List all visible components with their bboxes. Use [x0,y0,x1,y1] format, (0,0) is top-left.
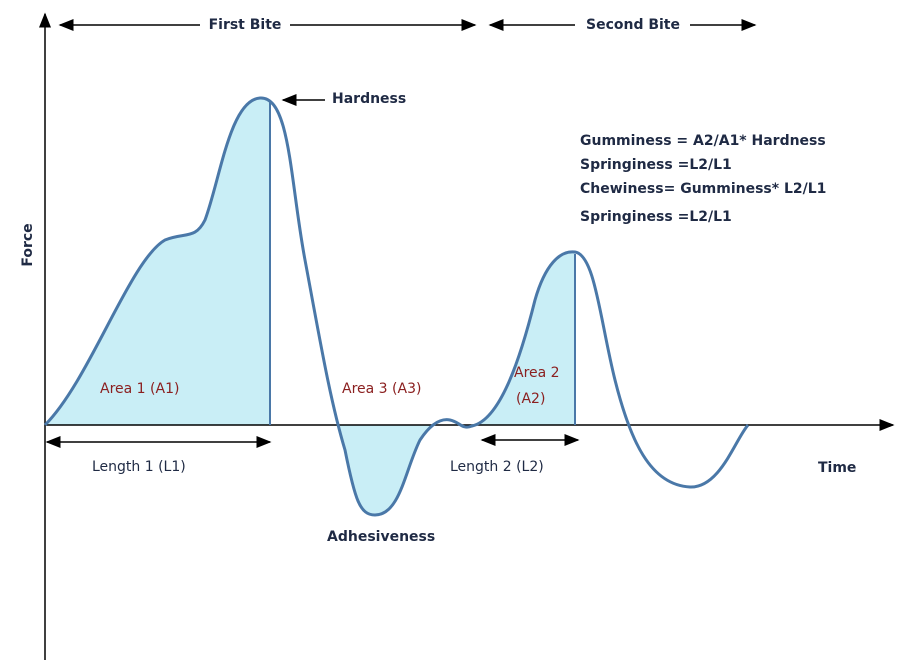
first-bite: First Bite [209,17,282,33]
formula: Springiness =L2/L1 [580,209,732,225]
area-fill [45,97,575,515]
adhesiveness: Adhesiveness [327,529,435,545]
area-label: Area 2 [514,365,560,381]
hardness: Hardness [332,91,406,107]
area-label: Area 1 (A1) [100,381,179,397]
area-label: Area 3 (A3) [342,381,421,397]
formula: Springiness =L2/L1 [580,157,732,173]
area-label: (A2) [516,391,545,407]
force-curve [43,96,750,517]
formula: Gumminess = A2/A1* Hardness [580,133,826,149]
x-axis-label: Time [818,460,856,476]
y-axis-label: Force [20,223,36,266]
formula: Chewiness= Gumminess* L2/L1 [580,181,826,197]
length-label: Length 2 (L2) [450,459,544,475]
length-label: Length 1 (L1) [92,459,186,475]
second-bite: Second Bite [586,17,680,33]
